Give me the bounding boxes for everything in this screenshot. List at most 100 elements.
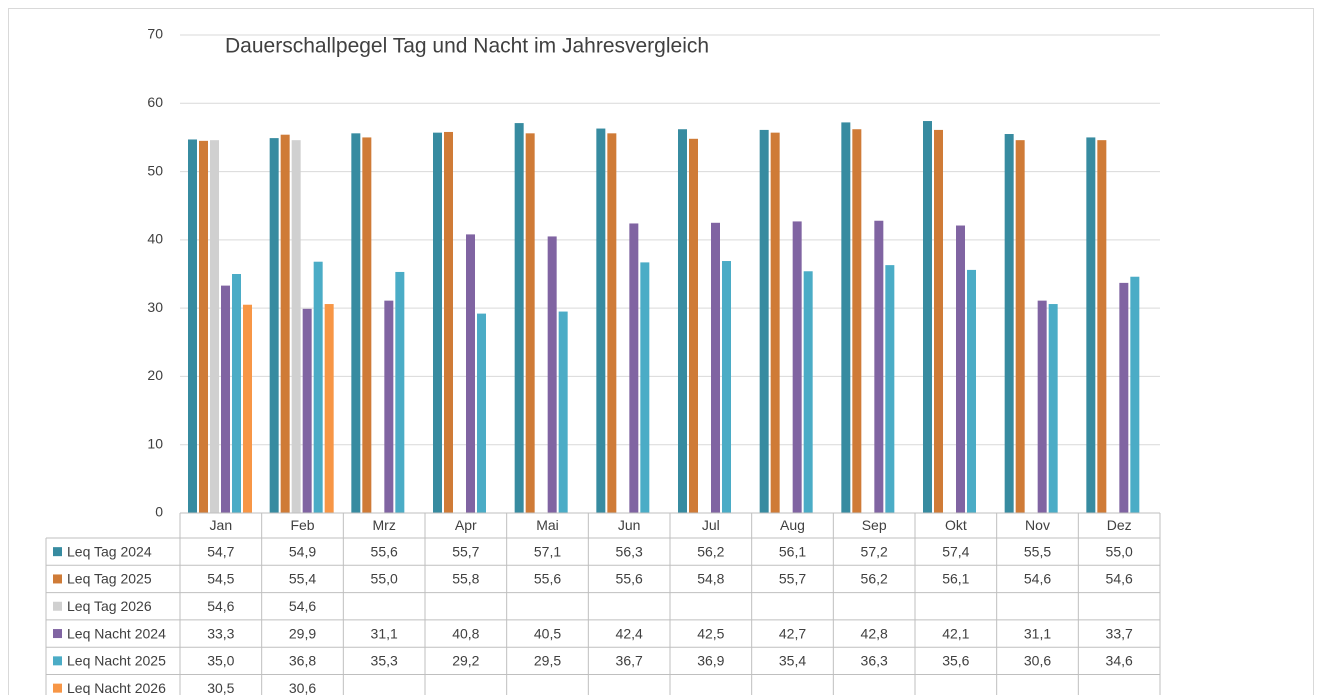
table-value: 42,8 <box>861 625 888 641</box>
y-tick-label: 20 <box>147 367 163 383</box>
bar <box>324 304 334 513</box>
y-tick-label: 60 <box>147 94 163 110</box>
legend-swatch <box>53 574 62 584</box>
table-value: 55,5 <box>1024 543 1051 559</box>
chart-title: Dauerschallpegel Tag und Nacht im Jahres… <box>225 35 709 58</box>
x-tick-label: Nov <box>1025 517 1050 533</box>
x-tick-label: Dez <box>1107 517 1132 533</box>
table-value: 31,1 <box>371 625 398 641</box>
table-value: 36,7 <box>616 653 643 669</box>
bar <box>291 140 301 513</box>
table-value: 42,4 <box>616 625 643 641</box>
bar <box>874 220 884 514</box>
chart-frame <box>8 8 1314 695</box>
table-value: 35,4 <box>779 653 806 669</box>
bar <box>640 262 650 513</box>
table-value: 54,9 <box>289 543 316 559</box>
legend-swatch <box>53 547 62 557</box>
bar <box>792 221 802 514</box>
table-value: 56,3 <box>616 543 643 559</box>
table-value: 30,5 <box>207 680 234 695</box>
y-tick-label: 30 <box>147 299 163 315</box>
table-value: 54,6 <box>289 598 316 614</box>
table-value: 35,0 <box>207 653 234 669</box>
bar <box>199 140 208 514</box>
legend-label: Leq Nacht 2025 <box>67 653 166 669</box>
bar <box>525 133 535 513</box>
table-value: 33,7 <box>1106 625 1133 641</box>
bar <box>852 129 862 513</box>
bar <box>1048 304 1058 513</box>
table-value: 29,2 <box>452 653 479 669</box>
x-tick-label: Okt <box>945 517 967 533</box>
bar <box>596 128 606 513</box>
bar <box>384 300 394 513</box>
table-value: 31,1 <box>1024 625 1051 641</box>
legend-label: Leq Nacht 2024 <box>67 625 166 641</box>
table-value: 55,8 <box>452 571 479 587</box>
legend-label: Leq Nacht 2026 <box>67 680 166 695</box>
table-value: 57,4 <box>942 543 969 559</box>
table-value: 54,6 <box>1024 571 1051 587</box>
legend-swatch <box>53 629 62 639</box>
bar <box>722 261 731 513</box>
y-tick-label: 10 <box>147 435 163 451</box>
table-value: 55,6 <box>534 571 561 587</box>
bar <box>689 138 698 513</box>
x-tick-label: Feb <box>290 517 314 533</box>
bar <box>395 271 405 513</box>
bar <box>210 140 219 513</box>
table-value: 57,2 <box>861 543 888 559</box>
table-value: 34,6 <box>1106 653 1133 669</box>
bar <box>1004 134 1014 513</box>
bar <box>1119 282 1129 513</box>
bar <box>547 236 557 513</box>
x-tick-label: Jul <box>702 517 720 533</box>
table-value: 30,6 <box>1024 653 1051 669</box>
legend-swatch <box>53 683 62 693</box>
bar <box>803 271 813 513</box>
table-value: 33,3 <box>207 625 234 641</box>
x-tick-label: Sep <box>862 517 887 533</box>
bar <box>923 121 932 513</box>
y-tick-label: 50 <box>147 162 163 178</box>
table-value: 54,6 <box>207 598 234 614</box>
table-value: 55,0 <box>1106 543 1133 559</box>
table-value: 56,1 <box>942 571 969 587</box>
table-value: 42,5 <box>697 625 724 641</box>
table-value: 57,1 <box>534 543 561 559</box>
legend-swatch <box>53 656 62 666</box>
table-value: 56,1 <box>779 543 806 559</box>
table-value: 55,7 <box>779 571 806 587</box>
table-value: 54,6 <box>1106 571 1133 587</box>
table-value: 40,5 <box>534 625 561 641</box>
y-tick-label: 70 <box>147 26 163 42</box>
bar <box>232 274 241 513</box>
legend-label: Leq Tag 2026 <box>67 598 152 614</box>
bar <box>678 129 687 513</box>
x-tick-label: Mai <box>536 517 559 533</box>
bar <box>313 261 323 513</box>
bar <box>269 138 279 513</box>
legend-label: Leq Tag 2024 <box>67 543 152 559</box>
bar <box>967 269 976 513</box>
y-tick-label: 0 <box>155 504 163 520</box>
bar <box>514 123 524 514</box>
x-tick-label: Apr <box>455 517 477 533</box>
table-value: 54,7 <box>207 543 234 559</box>
bar <box>243 304 252 513</box>
bar <box>770 132 780 514</box>
table-value: 55,0 <box>371 571 398 587</box>
bar <box>956 225 965 513</box>
x-tick-label: Mrz <box>373 517 396 533</box>
table-value: 29,5 <box>534 653 561 669</box>
bar <box>607 133 617 513</box>
table-value: 55,4 <box>289 571 316 587</box>
bar <box>433 132 442 514</box>
x-tick-label: Jan <box>210 517 233 533</box>
legend-swatch <box>53 601 62 611</box>
bar <box>841 122 851 514</box>
table-value: 36,8 <box>289 653 316 669</box>
table-value: 54,8 <box>697 571 724 587</box>
